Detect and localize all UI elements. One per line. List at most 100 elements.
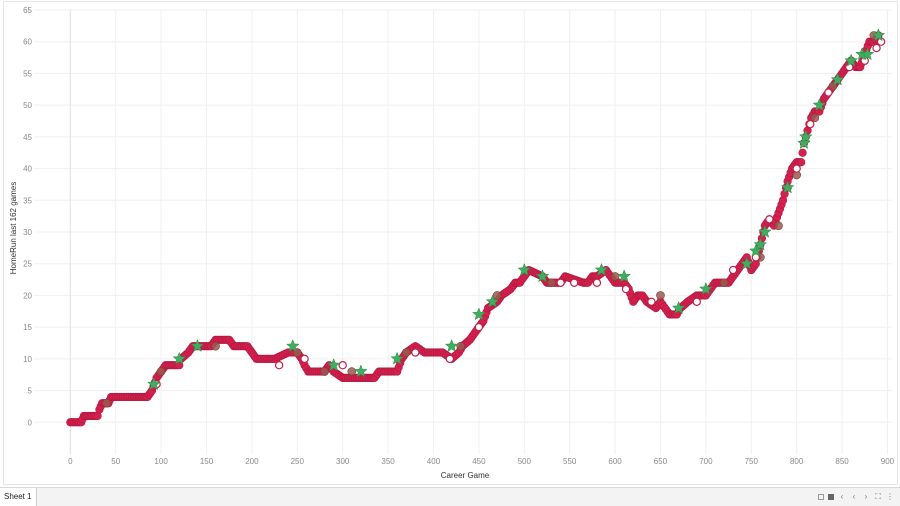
x-tick-label: 750	[745, 457, 759, 466]
star-point	[699, 281, 713, 295]
highlight-point	[456, 341, 466, 351]
y-tick-label: 65	[23, 6, 32, 15]
x-tick-label: 900	[881, 457, 895, 466]
highlight-point	[492, 291, 502, 300]
star-point	[739, 256, 754, 270]
grid-lines	[34, 9, 892, 454]
x-tick-label: 350	[381, 457, 395, 466]
hollow-point	[621, 284, 631, 294]
star-point	[780, 180, 795, 194]
y-tick-label: 55	[23, 69, 32, 78]
y-tick-label: 30	[23, 228, 32, 237]
star-point	[844, 53, 858, 67]
star-point	[753, 237, 768, 251]
star-point	[472, 307, 486, 321]
highlight-point	[211, 341, 220, 351]
x-tick-label: 500	[518, 457, 532, 466]
star-point	[485, 294, 500, 308]
next-sheet-icon[interactable]: ›	[864, 492, 868, 501]
x-tick-label: 600	[608, 457, 622, 466]
hollow-point	[872, 43, 881, 53]
x-tick-label: 450	[472, 457, 486, 466]
x-tick-label: 150	[200, 457, 214, 466]
x-tick-label: 300	[336, 457, 350, 466]
sheet-tab-bar: Sheet 1 ‹ ‹ › ⛶ ⋮	[0, 487, 900, 506]
hollow-point	[556, 278, 565, 287]
more-icon[interactable]: ⋮	[886, 492, 894, 501]
star-point	[444, 338, 459, 352]
highlight-point	[719, 278, 729, 288]
highlight-point	[102, 398, 111, 408]
hollow-point	[792, 164, 801, 173]
x-tick-label: 250	[291, 457, 305, 466]
highlight-point	[320, 367, 329, 376]
sheet-tab[interactable]: Sheet 1	[0, 488, 37, 506]
x-tick-label: 200	[245, 457, 259, 466]
highlight-point	[347, 367, 357, 376]
y-tick-label: 50	[23, 101, 32, 110]
highlight-point	[610, 272, 620, 281]
highlight-point	[774, 221, 783, 230]
star-point	[147, 377, 161, 391]
star-point	[326, 358, 341, 372]
y-tick-label: 10	[23, 355, 32, 364]
star-point	[758, 224, 772, 238]
single-view-icon[interactable]	[828, 494, 834, 500]
hollow-point	[411, 348, 420, 357]
star-point	[390, 351, 405, 365]
y-tick-label: 60	[23, 38, 32, 47]
hollow-point	[806, 119, 815, 129]
hollow-point	[765, 215, 774, 224]
tab-controls: ‹ ‹ › ⛶ ⋮	[818, 491, 894, 503]
hollow-point	[692, 297, 701, 306]
star-point	[285, 338, 300, 352]
x-tick-label: 100	[154, 457, 168, 466]
x-tick-label: 550	[563, 457, 577, 466]
game-point	[798, 148, 807, 157]
highlight-point	[401, 348, 411, 357]
x-tick-label: 800	[790, 457, 804, 466]
star-point	[517, 262, 532, 276]
highlight-point	[547, 278, 556, 288]
y-tick-label: 25	[23, 260, 32, 269]
y-tick-label: 20	[23, 291, 32, 300]
star-point	[748, 243, 763, 257]
star-point	[871, 28, 886, 42]
x-tick-label: 650	[654, 457, 668, 466]
chart-frame: 0 5 10 15 20 25 30 35 40 45 50 55 60 65 0 50 100 150 200 25…	[3, 1, 898, 485]
hollow-point	[592, 278, 602, 287]
highlight-point	[810, 113, 820, 123]
highlight-point	[156, 367, 166, 376]
x-tick-label: 700	[699, 457, 713, 466]
hollow-point	[474, 322, 484, 332]
fullscreen-icon[interactable]: ⛶	[875, 492, 881, 501]
hollow-point	[728, 265, 738, 275]
y-axis-title: HomeRun last 162 games	[9, 182, 18, 275]
grid-view-icon[interactable]	[818, 494, 824, 500]
hollow-point	[274, 361, 284, 370]
prev-sheet-icon[interactable]: ‹	[852, 492, 856, 501]
highlight-point	[656, 291, 665, 300]
x-tick-label: 850	[835, 457, 849, 466]
hollow-point	[570, 278, 579, 287]
star-point	[798, 129, 813, 143]
star-point	[172, 351, 187, 365]
hollow-point	[824, 88, 833, 97]
x-tick-label: 400	[427, 457, 441, 466]
hollow-point	[338, 361, 347, 370]
x-tick-label: 0	[68, 457, 73, 466]
star-point	[535, 269, 550, 283]
hollow-point	[300, 354, 309, 364]
star-point	[860, 47, 875, 61]
hollow-point	[445, 354, 455, 364]
star-point	[617, 269, 631, 283]
y-tick-label: 15	[23, 323, 32, 332]
y-tick-label: 45	[23, 133, 32, 142]
y-tick-label: 5	[28, 387, 33, 396]
y-tick-label: 0	[28, 418, 33, 427]
first-sheet-icon[interactable]: ‹	[840, 492, 844, 501]
y-tick-label: 35	[23, 196, 32, 205]
x-axis-title: Career Game	[441, 471, 490, 480]
